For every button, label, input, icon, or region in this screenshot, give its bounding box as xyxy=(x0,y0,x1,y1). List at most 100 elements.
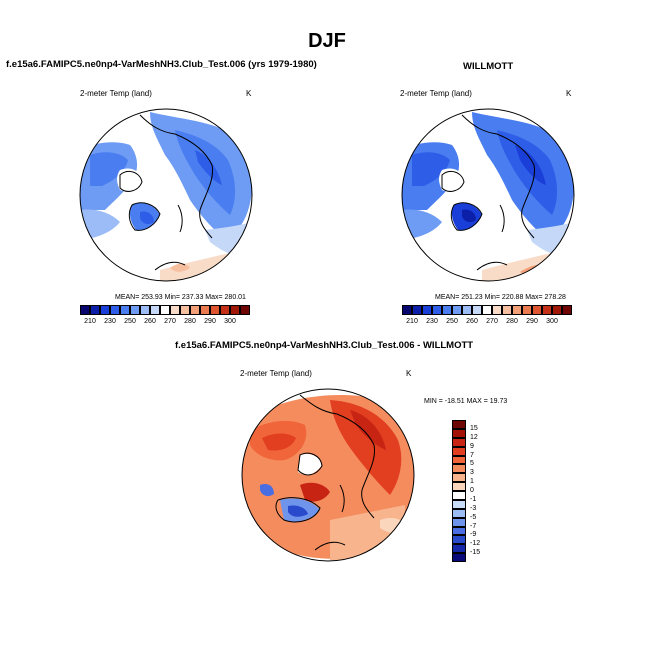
right-variable-label: 2-meter Temp (land) xyxy=(400,89,472,98)
colorbar-tick-label: 260 xyxy=(466,318,478,325)
diff-colorbar-tick-label: 12 xyxy=(470,433,478,441)
diff-colorbar-tick-label: -5 xyxy=(470,513,477,521)
colorbar-swatch xyxy=(492,305,502,315)
colorbar-swatch xyxy=(522,305,532,315)
diff-colorbar-tick-label: 7 xyxy=(470,451,474,459)
right-colorbar xyxy=(402,305,572,315)
diff-panel-title: f.e15a6.FAMIPC5.ne0np4-VarMeshNH3.Club_T… xyxy=(175,340,474,351)
colorbar-swatch xyxy=(402,305,412,315)
season-title: DJF xyxy=(308,30,346,52)
colorbar-swatch xyxy=(180,305,190,315)
colorbar-tick-label: 270 xyxy=(486,318,498,325)
colorbar-tick-label: 280 xyxy=(506,318,518,325)
left-colorbar-labels: 210 230 250 260 270 280 290 300 xyxy=(80,318,250,328)
colorbar-swatch xyxy=(512,305,522,315)
diff-colorbar-swatch xyxy=(452,544,466,554)
colorbar-tick-label: 210 xyxy=(406,318,418,325)
diff-colorbar-swatch xyxy=(452,455,466,465)
left-units-label: K xyxy=(246,89,252,98)
diff-colorbar-swatch xyxy=(452,499,466,509)
colorbar-tick-label: 230 xyxy=(104,318,116,325)
colorbar-tick-label: 250 xyxy=(446,318,458,325)
diff-colorbar-swatch xyxy=(452,464,466,474)
right-stats: MEAN= 251.23 Min= 220.88 Max= 278.28 xyxy=(435,294,566,301)
colorbar-tick-label: 290 xyxy=(526,318,538,325)
colorbar-swatch xyxy=(80,305,90,315)
colorbar-swatch xyxy=(552,305,562,315)
diff-colorbar-tick-label: 9 xyxy=(470,442,474,450)
colorbar-tick-label: 300 xyxy=(224,318,236,325)
colorbar-swatch xyxy=(130,305,140,315)
colorbar-swatch xyxy=(200,305,210,315)
colorbar-swatch xyxy=(120,305,130,315)
diff-colorbar xyxy=(452,420,466,562)
diff-colorbar-swatch xyxy=(452,535,466,545)
colorbar-swatch xyxy=(240,305,250,315)
left-colorbar xyxy=(80,305,250,315)
colorbar-swatch xyxy=(462,305,472,315)
colorbar-swatch xyxy=(210,305,220,315)
diff-colorbar-swatch xyxy=(452,553,466,562)
colorbar-tick-label: 290 xyxy=(204,318,216,325)
right-colorbar-labels: 210 230 250 260 270 280 290 300 xyxy=(402,318,572,328)
diff-colorbar-tick-label: -3 xyxy=(470,504,477,512)
colorbar-swatch xyxy=(442,305,452,315)
colorbar-tick-label: 300 xyxy=(546,318,558,325)
colorbar-swatch xyxy=(472,305,482,315)
diff-colorbar-swatch xyxy=(452,473,466,483)
diff-colorbar-swatch xyxy=(452,526,466,536)
diff-colorbar-swatch xyxy=(452,517,466,527)
colorbar-swatch xyxy=(150,305,160,315)
colorbar-tick-label: 250 xyxy=(124,318,136,325)
diff-colorbar-swatch xyxy=(452,446,466,456)
diff-colorbar-tick-label: -12 xyxy=(470,540,481,548)
colorbar-swatch xyxy=(482,305,492,315)
diff-colorbar-tick-label: -7 xyxy=(470,522,477,530)
colorbar-swatch xyxy=(542,305,552,315)
colorbar-swatch xyxy=(160,305,170,315)
colorbar-swatch xyxy=(170,305,180,315)
right-units-label: K xyxy=(566,89,572,98)
right-panel-title: WILLMOTT xyxy=(463,61,514,72)
diff-colorbar-tick-label: -15 xyxy=(470,549,481,557)
colorbar-tick-label: 230 xyxy=(426,318,438,325)
colorbar-tick-label: 260 xyxy=(144,318,156,325)
colorbar-swatch xyxy=(90,305,100,315)
diff-units-label: K xyxy=(406,369,412,378)
diff-stats: MIN = -18.51 MAX = 19.73 xyxy=(424,398,508,405)
colorbar-swatch xyxy=(230,305,240,315)
left-panel-title: f.e15a6.FAMIPC5.ne0np4-VarMeshNH3.Club_T… xyxy=(6,59,317,70)
colorbar-swatch xyxy=(140,305,150,315)
diff-colorbar-swatch xyxy=(452,508,466,518)
diff-colorbar-swatch xyxy=(452,428,466,438)
diff-colorbar-labels: 15 12 9 7 5 3 1 0 -1 -3 -5 -7 -9 -12 -15 xyxy=(470,420,500,562)
left-stats: MEAN= 253.93 Min= 237.33 Max= 280.01 xyxy=(115,294,246,301)
colorbar-tick-label: 270 xyxy=(164,318,176,325)
colorbar-swatch xyxy=(110,305,120,315)
colorbar-swatch xyxy=(412,305,422,315)
colorbar-swatch xyxy=(220,305,230,315)
left-variable-label: 2-meter Temp (land) xyxy=(80,89,152,98)
colorbar-tick-label: 210 xyxy=(84,318,96,325)
diff-colorbar-tick-label: -1 xyxy=(470,495,477,503)
colorbar-swatch xyxy=(190,305,200,315)
diff-colorbar-tick-label: 1 xyxy=(470,478,474,486)
diff-colorbar-swatch xyxy=(452,420,466,429)
colorbar-swatch xyxy=(432,305,442,315)
colorbar-swatch xyxy=(562,305,572,315)
colorbar-swatch xyxy=(502,305,512,315)
colorbar-swatch xyxy=(452,305,462,315)
diff-variable-label: 2-meter Temp (land) xyxy=(240,369,312,378)
diff-colorbar-swatch xyxy=(452,437,466,447)
diff-colorbar-tick-label: 3 xyxy=(470,469,474,477)
diff-colorbar-tick-label: 15 xyxy=(470,424,478,432)
colorbar-swatch xyxy=(422,305,432,315)
diff-colorbar-swatch xyxy=(452,482,466,491)
colorbar-swatch xyxy=(532,305,542,315)
diff-colorbar-tick-label: -9 xyxy=(470,531,477,539)
diff-colorbar-tick-label: 5 xyxy=(470,460,474,468)
diff-colorbar-tick-label: 0 xyxy=(470,487,474,494)
diff-colorbar-swatch xyxy=(452,491,466,500)
colorbar-swatch xyxy=(100,305,110,315)
colorbar-tick-label: 280 xyxy=(184,318,196,325)
